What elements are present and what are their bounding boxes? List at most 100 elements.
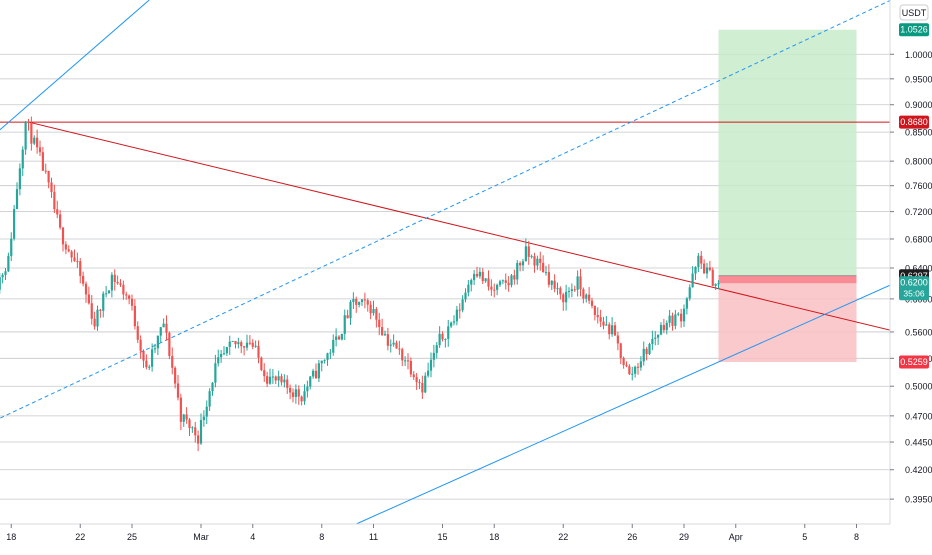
candle[interactable] <box>498 281 502 285</box>
candle[interactable] <box>677 313 680 315</box>
candle[interactable] <box>363 299 366 301</box>
candle[interactable] <box>409 360 412 375</box>
candle[interactable] <box>107 290 111 294</box>
candle[interactable] <box>234 340 237 345</box>
candle[interactable] <box>67 249 70 252</box>
candle[interactable] <box>599 317 602 322</box>
candle[interactable] <box>648 344 651 354</box>
candle[interactable] <box>309 376 312 387</box>
candle[interactable] <box>593 305 596 316</box>
candle[interactable] <box>220 354 223 358</box>
candle[interactable] <box>634 366 637 374</box>
candle[interactable] <box>533 256 536 266</box>
candle[interactable] <box>268 376 272 384</box>
candle[interactable] <box>358 302 361 305</box>
candle[interactable] <box>10 238 13 256</box>
candle[interactable] <box>41 152 44 171</box>
candle[interactable] <box>501 280 504 282</box>
candle[interactable] <box>306 386 309 392</box>
candle[interactable] <box>404 360 407 362</box>
candle[interactable] <box>680 313 683 322</box>
candle[interactable] <box>179 397 182 422</box>
candle[interactable] <box>15 189 19 210</box>
candle[interactable] <box>245 342 249 348</box>
candle[interactable] <box>237 342 240 345</box>
candle[interactable] <box>142 350 145 361</box>
candle[interactable] <box>303 391 306 402</box>
candle[interactable] <box>7 255 10 272</box>
candle[interactable] <box>248 342 251 344</box>
candle[interactable] <box>619 343 622 359</box>
candle[interactable] <box>271 376 274 378</box>
candle[interactable] <box>625 364 628 367</box>
candle[interactable] <box>44 170 47 172</box>
candle[interactable] <box>703 263 706 274</box>
candle[interactable] <box>314 370 318 379</box>
candle[interactable] <box>507 282 510 286</box>
currency-badge[interactable] <box>899 4 929 21</box>
candle[interactable] <box>326 353 329 360</box>
candle[interactable] <box>682 308 686 322</box>
candle[interactable] <box>122 284 125 295</box>
candle[interactable] <box>337 336 341 340</box>
candle[interactable] <box>0 277 1 290</box>
candle[interactable] <box>527 246 530 257</box>
candle[interactable] <box>105 293 108 295</box>
candle[interactable] <box>211 382 214 392</box>
candle[interactable] <box>343 315 346 334</box>
candle[interactable] <box>346 315 349 319</box>
candle[interactable] <box>639 361 642 368</box>
candle[interactable] <box>590 300 594 306</box>
candle[interactable] <box>266 376 269 384</box>
candle[interactable] <box>539 258 542 263</box>
candle[interactable] <box>464 292 467 300</box>
candle[interactable] <box>631 373 634 375</box>
candle[interactable] <box>496 284 499 290</box>
candle[interactable] <box>329 352 332 354</box>
candle[interactable] <box>73 257 76 262</box>
candle[interactable] <box>674 314 677 326</box>
candle[interactable] <box>562 294 565 303</box>
candle[interactable] <box>519 263 522 266</box>
candle[interactable] <box>289 387 292 393</box>
candle[interactable] <box>516 263 519 280</box>
candle[interactable] <box>700 255 703 264</box>
candle[interactable] <box>588 294 591 301</box>
candles-layer[interactable] <box>0 116 720 452</box>
candle[interactable] <box>378 319 381 328</box>
candle[interactable] <box>444 338 447 340</box>
candle[interactable] <box>711 269 714 286</box>
candle[interactable] <box>87 294 90 304</box>
candle[interactable] <box>47 170 50 183</box>
candle[interactable] <box>544 272 548 274</box>
candle[interactable] <box>424 375 427 393</box>
candle[interactable] <box>13 209 16 239</box>
candle[interactable] <box>174 367 177 384</box>
candle[interactable] <box>360 299 364 303</box>
candle[interactable] <box>530 256 533 258</box>
candle[interactable] <box>64 244 67 250</box>
candle[interactable] <box>570 289 573 292</box>
candle[interactable] <box>369 304 372 314</box>
candle[interactable] <box>565 291 568 303</box>
trend-line[interactable] <box>28 121 909 336</box>
candle[interactable] <box>651 338 654 345</box>
position-tool[interactable] <box>718 29 857 363</box>
candle[interactable] <box>567 291 571 293</box>
candle[interactable] <box>705 267 709 274</box>
candle[interactable] <box>208 391 211 407</box>
candle[interactable] <box>199 420 203 444</box>
candle[interactable] <box>481 271 484 282</box>
candle[interactable] <box>128 295 131 299</box>
candle[interactable] <box>38 147 42 153</box>
candle[interactable] <box>291 392 295 397</box>
candle[interactable] <box>605 324 608 326</box>
candle[interactable] <box>136 326 139 340</box>
trend-line[interactable] <box>356 276 909 525</box>
candle[interactable] <box>243 346 246 348</box>
candle[interactable] <box>145 360 148 368</box>
candle[interactable] <box>717 283 720 285</box>
candle[interactable] <box>628 366 631 375</box>
candle[interactable] <box>452 321 456 323</box>
